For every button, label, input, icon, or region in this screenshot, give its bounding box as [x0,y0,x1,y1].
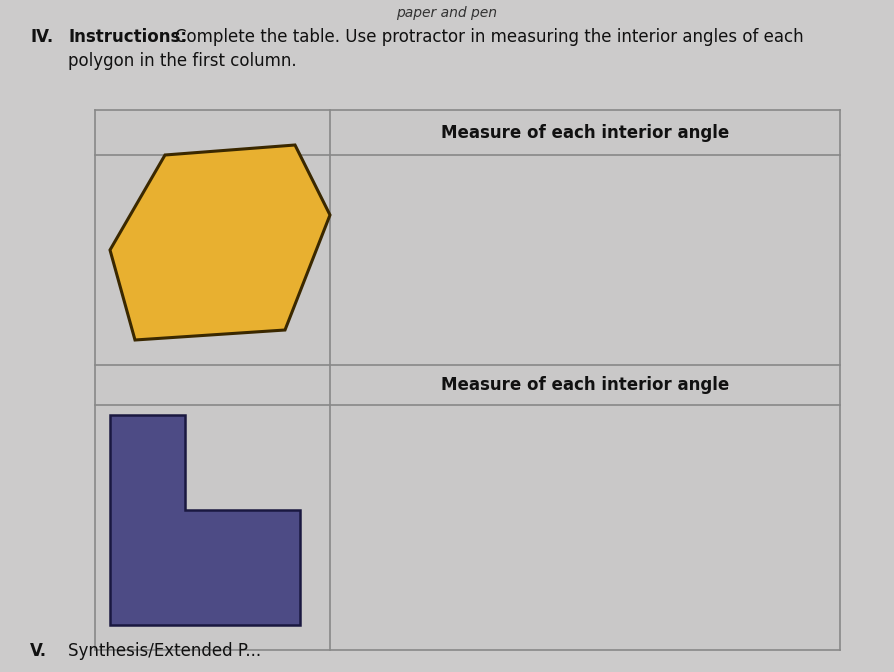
Text: Synthesis/Extended P...: Synthesis/Extended P... [68,642,261,660]
Polygon shape [110,415,300,625]
Polygon shape [95,110,840,650]
Text: Complete the table. Use protractor in measuring the interior angles of each: Complete the table. Use protractor in me… [175,28,804,46]
Text: IV.: IV. [30,28,54,46]
Text: paper and pen: paper and pen [397,6,497,20]
Text: Measure of each interior angle: Measure of each interior angle [441,376,730,394]
Polygon shape [110,145,330,340]
Text: V.: V. [30,642,47,660]
Text: Instructions:: Instructions: [68,28,187,46]
Text: Measure of each interior angle: Measure of each interior angle [441,124,730,142]
Text: polygon in the first column.: polygon in the first column. [68,52,297,70]
